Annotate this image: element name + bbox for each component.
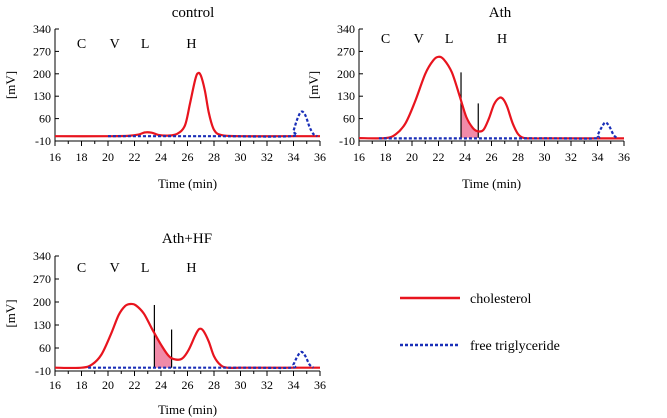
y-tick-label: 130: [337, 89, 355, 103]
legend-label-cholesterol: cholesterol: [470, 292, 532, 307]
y-tick-label: -10: [35, 134, 51, 148]
series-line-cholesterol: [54, 302, 321, 370]
x-tick-label: 28: [208, 378, 220, 392]
y-tick-label: 60: [39, 341, 51, 355]
fraction-label: H: [186, 261, 196, 276]
x-tick-label: 20: [102, 378, 114, 392]
y-tick-label: 270: [337, 44, 355, 58]
y-axis-label: [mV]: [306, 71, 321, 99]
y-tick-label: 340: [33, 22, 51, 36]
y-tick-label: -10: [35, 364, 51, 378]
x-tick-label: 24: [155, 378, 167, 392]
x-tick-label: 24: [155, 150, 167, 164]
x-tick-label: 22: [129, 150, 141, 164]
y-tick-label: -10: [339, 134, 355, 148]
x-tick-label: 16: [49, 150, 61, 164]
y-tick-label: 200: [337, 67, 355, 81]
fraction-label: C: [77, 261, 86, 276]
x-tick-label: 36: [314, 150, 326, 164]
y-tick-label: 60: [343, 112, 355, 126]
x-tick-label: 36: [618, 150, 630, 164]
y-tick-label: 200: [33, 67, 51, 81]
x-axis-label: Time (min): [158, 402, 217, 417]
x-tick-label: 20: [102, 150, 114, 164]
y-tick-label: 340: [33, 249, 51, 263]
x-tick-label: 32: [261, 378, 273, 392]
x-tick-label: 22: [433, 150, 445, 164]
x-tick-label: 18: [76, 378, 88, 392]
x-tick-label: 18: [380, 150, 392, 164]
x-axis-label: Time (min): [158, 176, 217, 191]
chart-title: Ath: [489, 5, 512, 21]
x-tick-label: 22: [129, 378, 141, 392]
x-tick-label: 34: [592, 150, 604, 164]
x-tick-label: 34: [288, 378, 300, 392]
fraction-label: V: [110, 261, 120, 276]
fraction-label: C: [77, 37, 86, 52]
fraction-label: H: [186, 37, 196, 52]
x-tick-label: 26: [486, 150, 498, 164]
x-tick-label: 32: [565, 150, 577, 164]
series-line-free-triglyceride: [378, 121, 619, 140]
x-tick-label: 30: [235, 378, 247, 392]
chart-title: control: [172, 5, 215, 21]
chart-panel: control C V L H [mV] -10 60 130 200 270 340 16 18 20 22…: [3, 5, 326, 191]
series-line-cholesterol: [358, 55, 624, 140]
y-tick-label: 200: [33, 295, 51, 309]
y-tick-label: 340: [337, 22, 355, 36]
x-tick-label: 26: [182, 150, 194, 164]
fraction-label: L: [141, 37, 150, 52]
y-tick-label: 130: [33, 318, 51, 332]
fraction-label: H: [497, 32, 507, 47]
x-tick-label: 26: [182, 378, 194, 392]
y-tick-label: 270: [33, 272, 51, 286]
series-line-cholesterol: [54, 71, 320, 138]
x-tick-label: 28: [512, 150, 524, 164]
fraction-label: V: [414, 32, 424, 47]
x-axis-label: Time (min): [462, 176, 521, 191]
fraction-label: V: [110, 37, 120, 52]
x-tick-label: 28: [208, 150, 220, 164]
x-tick-label: 32: [261, 150, 273, 164]
x-tick-label: 16: [353, 150, 365, 164]
legend-label-free-triglyceride: free triglyceride: [470, 339, 560, 354]
x-tick-label: 18: [76, 150, 88, 164]
fraction-label: L: [141, 261, 150, 276]
series-line-free-triglyceride: [107, 110, 318, 138]
x-tick-label: 30: [539, 150, 551, 164]
chart-panel: Ath+HF C V L H [mV] -10 60 130 200 270 340 16 18 20 22 2…: [3, 231, 326, 417]
y-tick-label: 130: [33, 89, 51, 103]
y-axis-label: [mV]: [3, 299, 18, 327]
legend: cholesterol free triglyceride: [400, 292, 560, 354]
series-line-free-triglyceride: [88, 350, 315, 370]
x-tick-label: 34: [288, 150, 300, 164]
y-tick-label: 60: [39, 112, 51, 126]
x-tick-label: 30: [235, 150, 247, 164]
chart-title: Ath+HF: [162, 231, 212, 247]
chart-panel: Ath C V L H [mV] -10 60 130 200 270 340 16 18 20 22 24 26…: [306, 5, 630, 191]
shaded-region: [461, 100, 479, 138]
y-tick-label: 270: [33, 44, 51, 58]
x-tick-label: 36: [314, 378, 326, 392]
fraction-label: L: [445, 32, 454, 47]
fraction-label: C: [381, 32, 390, 47]
x-tick-label: 16: [49, 378, 61, 392]
x-tick-label: 24: [459, 150, 471, 164]
x-tick-label: 20: [406, 150, 418, 164]
y-axis-label: [mV]: [3, 71, 18, 99]
